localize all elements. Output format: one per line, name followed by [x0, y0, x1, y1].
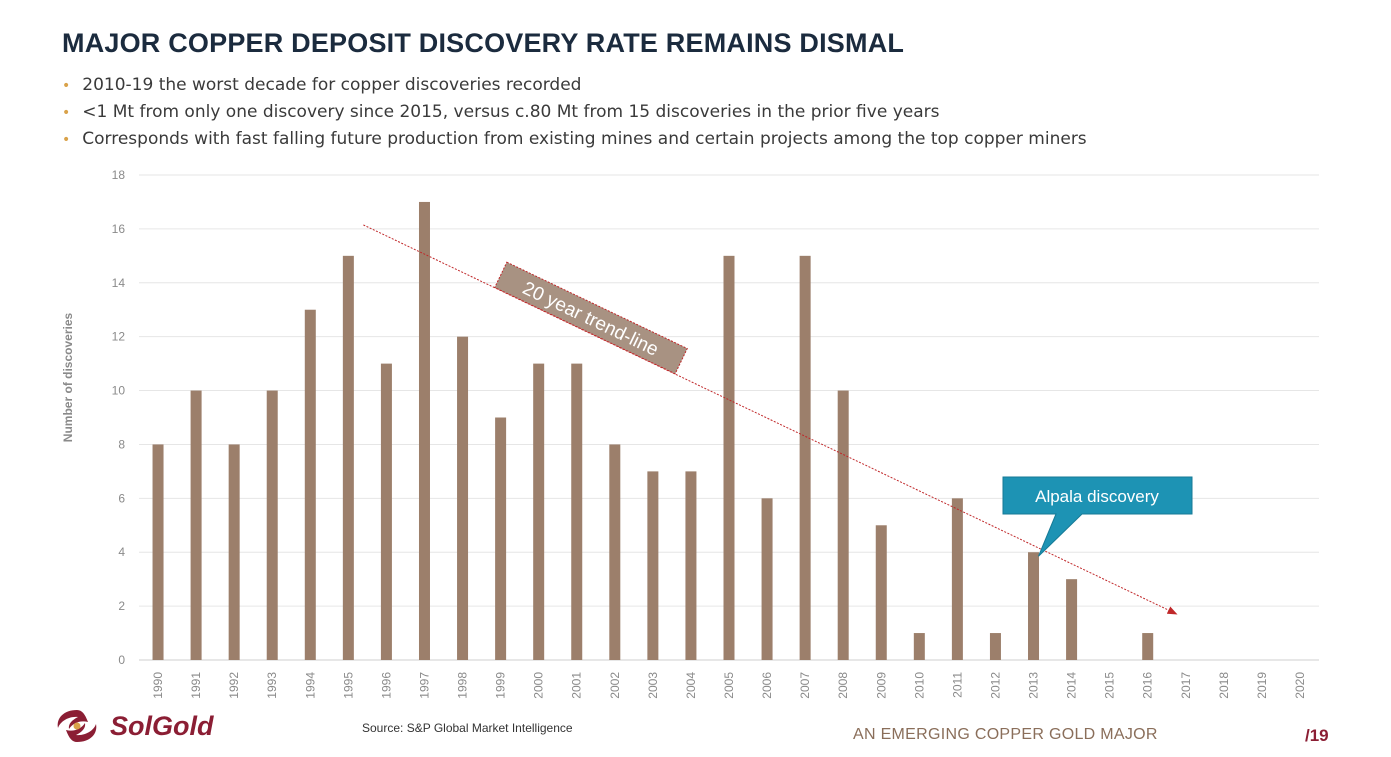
x-tick-label: 1995: [341, 672, 355, 699]
bar-1997: [418, 201, 430, 660]
x-tick-label: 1996: [379, 672, 393, 699]
x-tick-label: 2014: [1065, 672, 1079, 699]
x-tick-label: 1993: [265, 672, 279, 699]
x-tick-label: 2008: [836, 672, 850, 699]
bar-1991: [190, 390, 202, 660]
x-tick-label: 2013: [1027, 672, 1041, 699]
bullet-dot-icon: •: [62, 105, 71, 121]
y-tick-label: 16: [112, 222, 126, 236]
bullet-item: • <1 Mt from only one discovery since 201…: [62, 101, 1087, 128]
bar-2014: [1066, 579, 1078, 660]
x-tick-label: 1994: [303, 672, 317, 699]
y-tick-label: 0: [118, 653, 125, 667]
x-tick-label: 2010: [912, 672, 926, 699]
bar-2009: [875, 525, 887, 660]
bullet-list: • 2010-19 the worst decade for copper dis…: [62, 74, 1087, 155]
tagline: AN EMERGING COPPER GOLD MAJOR: [853, 726, 1158, 743]
bar-1996: [380, 363, 392, 660]
bar-2005: [723, 255, 735, 661]
x-tick-label: 2011: [950, 672, 964, 698]
logo-text: SolGold: [110, 710, 214, 741]
x-tick-label: 2003: [646, 672, 660, 699]
bar-2000: [533, 363, 545, 660]
bar-1992: [228, 444, 240, 660]
x-tick-label: 2009: [874, 672, 888, 699]
page-number: /19: [1305, 726, 1329, 745]
bullet-dot-icon: •: [62, 78, 71, 94]
bar-1994: [304, 309, 316, 660]
bar-2001: [571, 363, 583, 660]
y-tick-label: 10: [112, 384, 126, 398]
x-tick-label: 2004: [684, 672, 698, 699]
solgold-swirl-icon: [57, 710, 97, 742]
x-tick-label: 2012: [988, 672, 1002, 699]
x-tick-label: 2007: [798, 672, 812, 699]
y-tick-label: 2: [118, 599, 125, 613]
trend-label-text: 20 year trend-line: [519, 278, 661, 361]
bullet-dot-icon: •: [62, 132, 71, 148]
bullet-item: • Corresponds with fast falling future pr…: [62, 128, 1087, 155]
solgold-logo: SolGold: [50, 704, 214, 748]
x-tick-label: 1999: [494, 672, 508, 699]
bar-1990: [152, 444, 164, 660]
x-tick-label: 1992: [227, 672, 241, 699]
alpala-callout-text: Alpala discovery: [1035, 487, 1159, 506]
x-tick-label: 2020: [1293, 672, 1307, 699]
trend-line: [363, 224, 1178, 615]
bullet-text: Corresponds with fast falling future pro…: [82, 129, 1087, 149]
alpala-callout-box: [1002, 476, 1193, 557]
bar-2010: [913, 633, 925, 660]
x-tick-label: 1991: [189, 672, 203, 699]
bar-2008: [837, 390, 849, 660]
x-tick-label: 2005: [722, 672, 736, 699]
slide-title: MAJOR COPPER DEPOSIT DISCOVERY RATE REMA…: [62, 28, 905, 58]
x-tick-label: 2017: [1179, 672, 1193, 699]
bullet-text: <1 Mt from only one discovery since 2015…: [82, 102, 940, 122]
bar-2003: [647, 471, 659, 660]
x-tick-label: 2016: [1141, 672, 1155, 699]
bullet-item: • 2010-19 the worst decade for copper dis…: [62, 74, 1087, 101]
y-tick-label: 12: [112, 330, 126, 344]
x-tick-label: 2019: [1255, 672, 1269, 699]
y-tick-label: 6: [118, 491, 125, 505]
bar-2012: [989, 633, 1001, 660]
y-tick-label: 18: [112, 168, 126, 182]
bar-1998: [457, 336, 469, 660]
x-tick-label: 2002: [608, 672, 622, 699]
bar-2007: [799, 255, 811, 661]
bar-1993: [266, 390, 278, 660]
bar-1999: [495, 417, 507, 660]
bar-2002: [609, 444, 621, 660]
y-tick-label: 4: [118, 545, 125, 559]
x-tick-label: 2015: [1103, 672, 1117, 699]
x-tick-label: 1997: [417, 672, 431, 699]
trend-label-box: [494, 261, 688, 375]
x-tick-label: 1990: [151, 672, 165, 699]
bar-2004: [685, 471, 697, 660]
x-tick-label: 1998: [456, 672, 470, 699]
x-tick-label: 2018: [1217, 672, 1231, 699]
bar-2006: [761, 498, 773, 660]
x-tick-label: 2001: [570, 672, 584, 699]
y-tick-label: 14: [112, 276, 126, 290]
bullet-text: 2010-19 the worst decade for copper disc…: [82, 75, 582, 95]
bar-2011: [951, 498, 963, 660]
x-tick-label: 2000: [532, 672, 546, 699]
x-tick-label: 2006: [760, 672, 774, 699]
source-note: Source: S&P Global Market Intelligence: [362, 721, 573, 735]
bar-2016: [1142, 633, 1154, 660]
bar-1995: [342, 255, 354, 661]
y-axis-label: Number of discoveries: [61, 312, 75, 442]
trend-line-label: 20 year trend-line: [494, 261, 688, 375]
y-tick-label: 8: [118, 437, 125, 451]
bar-2013: [1028, 552, 1040, 660]
